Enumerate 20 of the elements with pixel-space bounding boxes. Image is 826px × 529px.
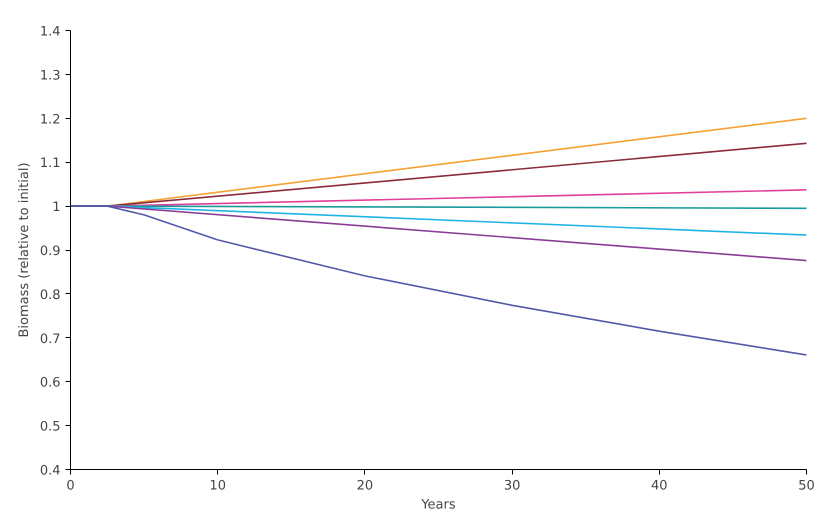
y-tick-label: 0.7 <box>40 332 61 347</box>
y-tick-label: 1 <box>52 200 61 216</box>
x-tick-label: 10 <box>209 478 226 494</box>
x-tick-label: 0 <box>66 478 75 494</box>
y-tick-label: 0.6 <box>40 376 61 391</box>
y-tick-label: 0.4 <box>40 464 61 478</box>
y-tick-label: 0.9 <box>40 244 61 259</box>
line-series <box>70 205 806 356</box>
x-tick-label: 20 <box>356 478 374 494</box>
y-tick-label: 0.5 <box>40 420 61 435</box>
y-tick-label: 1.2 <box>40 112 61 128</box>
y-tick-label: 1.3 <box>40 68 61 84</box>
y-tick-label: 1.4 <box>40 24 61 40</box>
x-tick-label: 50 <box>798 478 815 494</box>
x-tick-label: 30 <box>504 478 520 494</box>
x-tick-label: 40 <box>651 478 668 494</box>
x-axis-title: Years <box>420 498 456 512</box>
y-tick-label: 1.1 <box>40 156 61 172</box>
y-tick-label: 0.8 <box>40 288 61 303</box>
y-axis-title: Biomass (relative to initial) <box>16 162 32 338</box>
